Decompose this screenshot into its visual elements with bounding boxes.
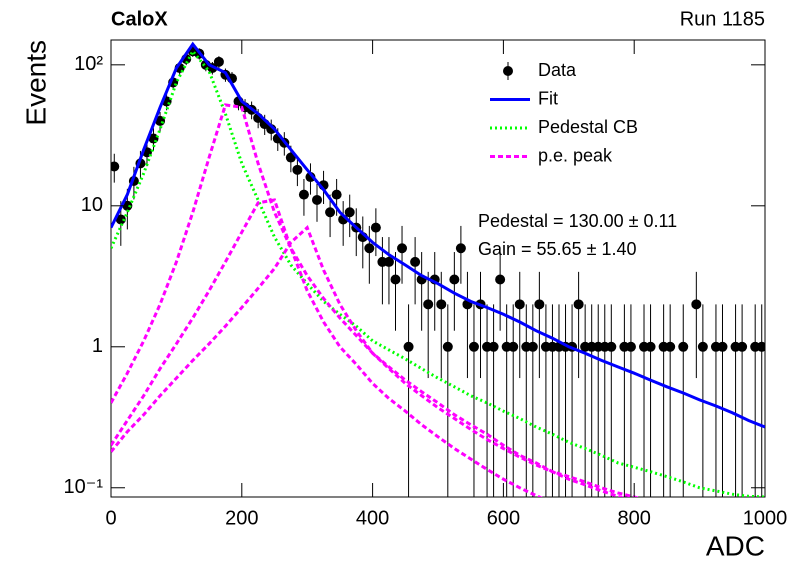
data-point	[410, 256, 421, 267]
data-point	[213, 56, 224, 67]
data-point	[573, 299, 584, 310]
x-tick-label: 200	[225, 507, 258, 529]
data-point	[514, 299, 525, 310]
data-point	[370, 222, 381, 233]
y-tick-label: 10⁻¹	[64, 476, 104, 498]
y-tick-label: 10	[81, 194, 103, 216]
data-point	[606, 341, 617, 352]
data-point	[364, 243, 375, 254]
data-point	[298, 189, 309, 200]
x-tick-label: 0	[105, 507, 116, 529]
data-point	[717, 341, 728, 352]
data-point	[468, 341, 479, 352]
data-point	[344, 207, 355, 218]
legend-label: p.e. peak	[538, 145, 613, 165]
data-point	[390, 274, 401, 285]
curve	[111, 225, 626, 497]
data-point	[527, 341, 538, 352]
data-point	[737, 341, 748, 352]
x-tick-label: 800	[618, 507, 651, 529]
plot-area	[111, 41, 765, 497]
data-point	[115, 214, 126, 225]
legend-label: Pedestal CB	[538, 117, 638, 137]
annotation: Pedestal = 130.00 ± 0.11	[478, 211, 677, 231]
data-point	[678, 341, 689, 352]
x-tick-label: 400	[356, 507, 389, 529]
legend-marker	[503, 66, 513, 76]
data-point	[442, 341, 453, 352]
plot-frame	[110, 39, 766, 498]
data-point	[111, 161, 120, 172]
data-point	[495, 274, 506, 285]
curve	[111, 41, 765, 429]
data-point	[122, 200, 133, 211]
data-point	[697, 341, 708, 352]
curve	[111, 103, 640, 497]
x-axis-label: ADC	[706, 530, 765, 561]
curve	[111, 48, 765, 497]
data-point	[508, 341, 519, 352]
x-tick-label: 1000	[743, 507, 788, 529]
data-point	[488, 341, 499, 352]
data-point	[665, 341, 676, 352]
data-point	[625, 341, 636, 352]
legend-label: Fit	[538, 88, 558, 108]
curve	[111, 198, 543, 497]
data-point	[325, 207, 336, 218]
data-point	[403, 341, 414, 352]
legend-label: Data	[538, 60, 577, 80]
data-point	[331, 189, 342, 200]
y-tick-label: 1	[92, 335, 103, 357]
chart-title: CaloX	[111, 8, 168, 30]
data-point	[691, 299, 702, 310]
annotation: Gain = 55.65 ± 1.40	[478, 239, 637, 259]
data-point	[436, 299, 447, 310]
data-point	[645, 341, 656, 352]
x-tick-label: 600	[487, 507, 520, 529]
data-point	[292, 164, 303, 175]
data-point	[449, 274, 460, 285]
data-point	[534, 299, 545, 310]
data-point	[312, 194, 323, 205]
run-label: Run 1185	[680, 8, 765, 30]
data-point	[397, 243, 408, 254]
data-point	[383, 256, 394, 267]
data-point	[423, 299, 434, 310]
y-axis-label: Events	[20, 40, 51, 126]
y-tick-label: 10²	[74, 53, 103, 75]
data-point	[455, 243, 466, 254]
